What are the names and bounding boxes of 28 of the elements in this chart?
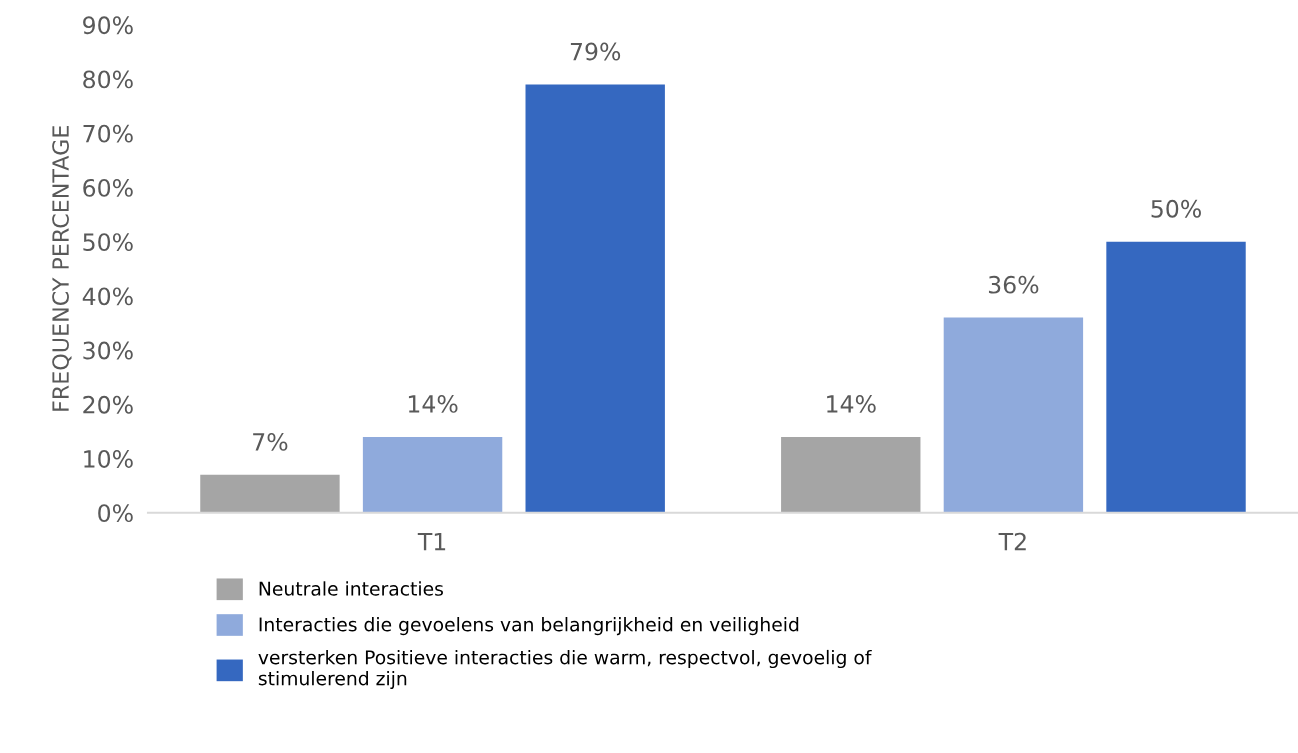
y-tick-label: 90% xyxy=(83,16,133,35)
y-tick-label: 0% xyxy=(98,504,133,523)
data-label: 7% xyxy=(253,432,288,451)
data-label: 36% xyxy=(988,275,1039,294)
data-label: 79% xyxy=(570,42,621,61)
x-tick-label: T2 xyxy=(998,532,1026,551)
y-tick-label: 20% xyxy=(83,395,133,414)
bar xyxy=(943,317,1084,513)
y-axis-title: FREQUENCY PERCENTAGE xyxy=(52,126,72,411)
y-tick-label: 80% xyxy=(83,70,133,89)
data-label: 50% xyxy=(1151,199,1201,218)
y-tick-label: 30% xyxy=(83,341,133,360)
data-label: 14% xyxy=(827,395,876,413)
legend-label: Neutrale interacties xyxy=(259,581,443,596)
y-tick-label: 60% xyxy=(83,178,133,197)
legend-label: versterken Positieve interacties die warm, respectvol, gevoelig of stimulerend zijn xyxy=(258,649,872,690)
data-label: 14% xyxy=(408,395,458,413)
bar xyxy=(1106,241,1246,513)
bar xyxy=(525,84,665,513)
bar xyxy=(781,436,921,513)
legend-label: Interacties die gevoelens van belangrijkheid en veiligheid xyxy=(259,617,799,636)
bar xyxy=(362,436,503,513)
y-tick-label: 10% xyxy=(84,450,133,468)
bar xyxy=(200,474,340,513)
y-tick-label: 70% xyxy=(83,124,133,143)
x-tick-label: T1 xyxy=(417,532,446,551)
y-tick-label: 50% xyxy=(83,233,133,252)
y-tick-label: 40% xyxy=(82,287,133,306)
